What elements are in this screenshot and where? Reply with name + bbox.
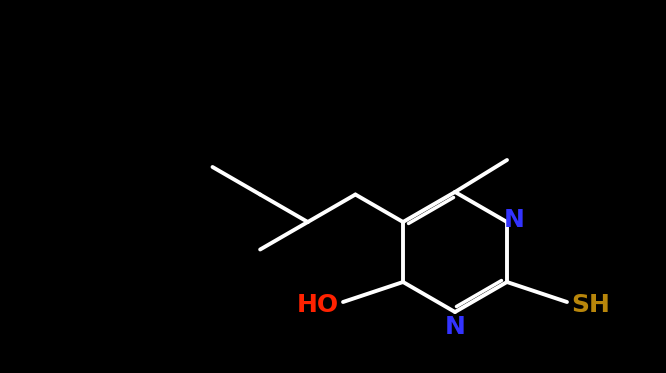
Text: N: N	[503, 208, 524, 232]
Text: N: N	[445, 315, 466, 339]
Text: HO: HO	[297, 293, 339, 317]
Text: SH: SH	[571, 293, 611, 317]
